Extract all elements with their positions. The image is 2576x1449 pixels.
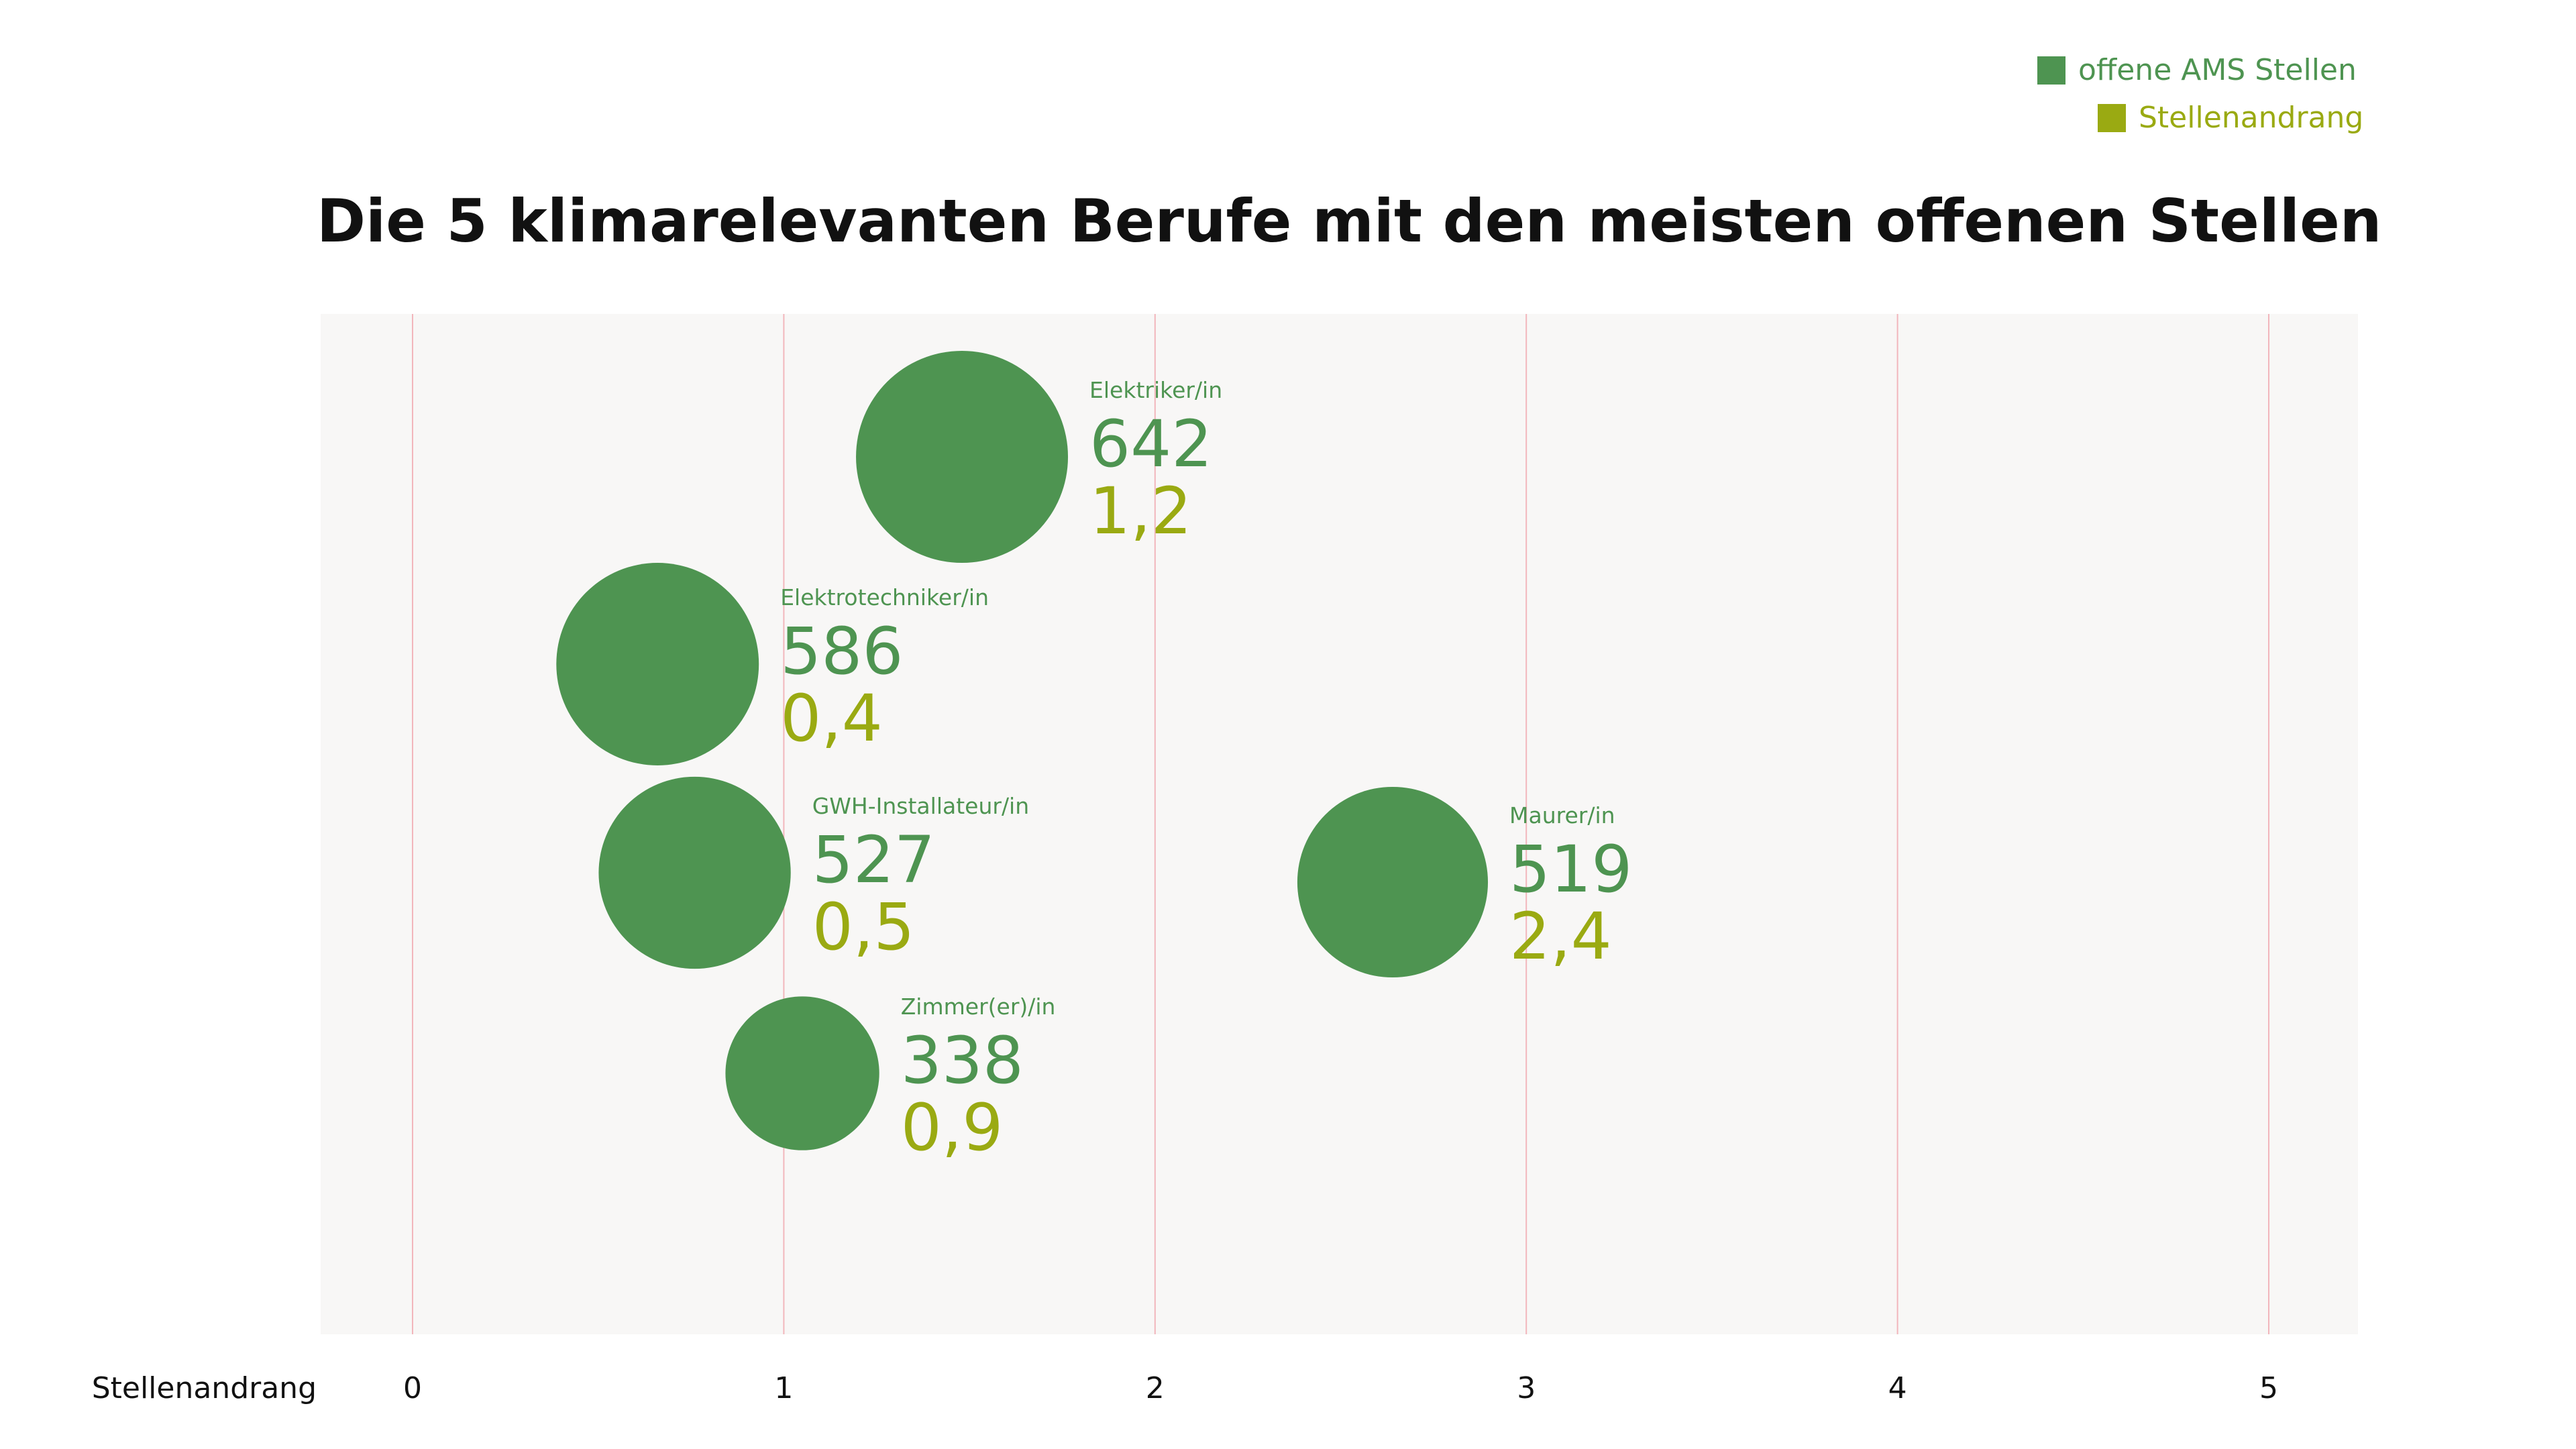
bubble-name-label: Zimmer(er)/in [901,994,1056,1020]
bubble-stellenandrang-label: 0,5 [812,890,915,965]
bubble-stellenandrang-label: 0,4 [780,681,883,756]
bubble-name-label: Elektriker/in [1089,377,1222,403]
legend-label-offene-stellen: offene AMS Stellen [2078,53,2357,87]
legend-swatch-stellenandrang [2098,104,2126,132]
bubble-name-label: GWH-Installateur/in [812,793,1029,819]
bubble-stellenandrang-label: 1,2 [1089,474,1192,549]
bubble [598,776,791,969]
x-tick-label: 4 [1888,1371,1907,1405]
bubble-offene-stellen-label: 338 [901,1023,1024,1098]
x-tick-label: 3 [1517,1371,1536,1405]
bubble [1297,786,1489,978]
legend-label-stellenandrang: Stellenandrang [2139,101,2363,135]
bubble-offene-stellen-label: 527 [812,822,935,898]
x-tick-label: 1 [774,1371,793,1405]
bubble-offene-stellen-label: 642 [1089,407,1212,482]
x-axis-ticks: 0 1 2 3 4 5 [403,1371,2278,1405]
bubble-name-label: Elektrotechniker/in [780,584,989,610]
x-tick-label: 2 [1146,1371,1165,1405]
x-tick-label: 5 [2259,1371,2278,1405]
legend: offene AMS Stellen Stellenandrang [2037,53,2363,135]
bubble-offene-stellen-label: 586 [780,614,903,689]
x-axis-label: Stellenandrang [92,1371,317,1405]
bubble-name-label: Maurer/in [1509,802,1615,828]
x-tick-label: 0 [403,1371,422,1405]
legend-swatch-offene-stellen [2037,56,2065,85]
bubble-offene-stellen-label: 519 [1509,832,1632,907]
bubble-stellenandrang-label: 2,4 [1509,899,1612,974]
bubble-stellenandrang-label: 0,9 [901,1090,1004,1165]
bubble [856,351,1069,563]
bubble [725,996,879,1150]
gridlines [412,314,2269,1334]
bubble [556,563,759,765]
chart-title: Die 5 klimarelevanten Berufe mit den mei… [317,186,2381,256]
